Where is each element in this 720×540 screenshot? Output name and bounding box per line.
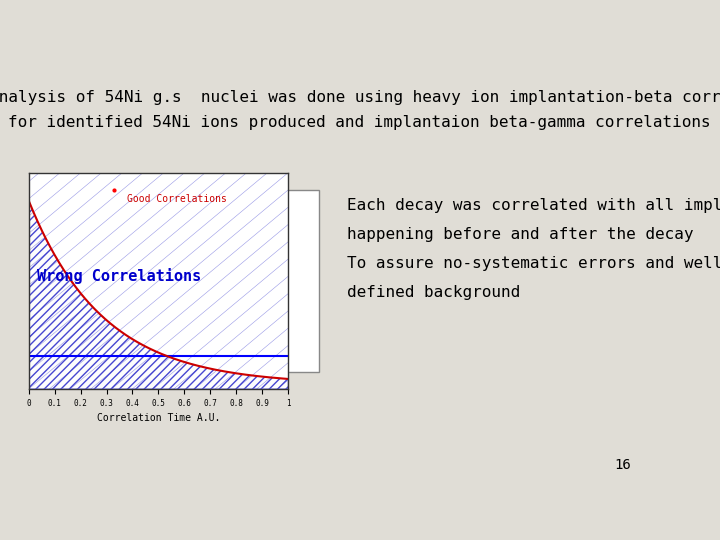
FancyBboxPatch shape — [107, 190, 319, 373]
Text: 16: 16 — [614, 458, 631, 472]
Text: Each decay was correlated with all implants: Each decay was correlated with all impla… — [347, 198, 720, 213]
Text: To assure no-systematic errors and well: To assure no-systematic errors and well — [347, 256, 720, 271]
X-axis label: Correlation Time A.U.: Correlation Time A.U. — [96, 413, 220, 423]
Text: for identified 54Ni ions produced and implantaion beta-gamma correlations .: for identified 54Ni ions produced and im… — [8, 114, 720, 130]
Text: Wrong Correlations: Wrong Correlations — [37, 268, 202, 285]
Text: defined background: defined background — [347, 285, 520, 300]
Text: T1/2 analysis of 54Ni g.s  nuclei was done using heavy ion implantation-beta cor: T1/2 analysis of 54Ni g.s nuclei was don… — [0, 90, 720, 105]
Text: happening before and after the decay: happening before and after the decay — [347, 227, 693, 242]
Text: Good Correlations: Good Correlations — [127, 194, 228, 205]
